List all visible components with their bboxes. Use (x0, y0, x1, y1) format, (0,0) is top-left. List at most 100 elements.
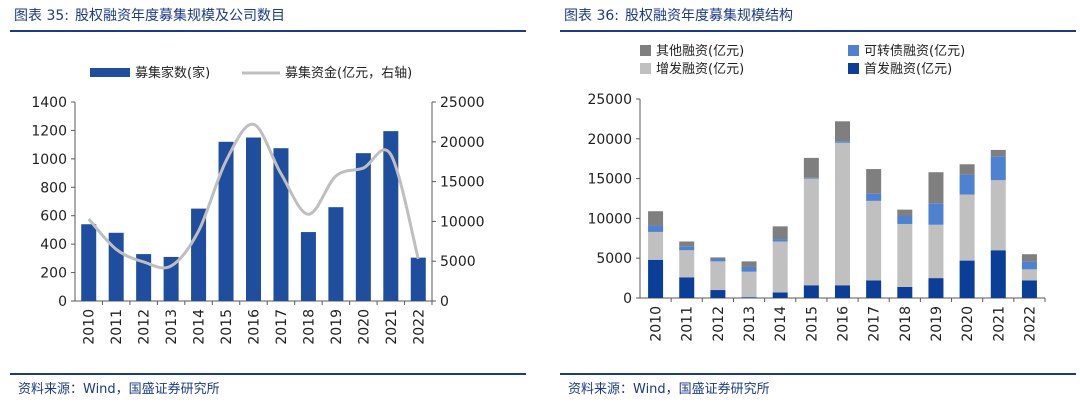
x-tick-label: 2022 (1022, 306, 1038, 342)
y-tick-label-right: 0 (440, 294, 449, 310)
bar-count (410, 257, 426, 301)
x-tick-label: 2017 (274, 309, 290, 345)
y-tick-label: 0 (623, 291, 632, 307)
y-tick-label-left: 400 (40, 237, 67, 253)
left-figure-label: 图表 35: (14, 8, 69, 24)
right-source-rule (560, 373, 1076, 375)
stacked-bar-segment (679, 241, 695, 247)
x-tick-label: 2014 (773, 306, 789, 342)
stacked-bar-segment (990, 180, 1006, 251)
legend-label-count: 募集家数(家) (135, 65, 210, 81)
right-source-note: 资料来源：Wind，国盛证券研究所 (568, 382, 770, 397)
bar-count (273, 148, 289, 301)
stacked-bar-segment (866, 280, 882, 298)
x-tick-label: 2012 (137, 309, 153, 345)
y-tick-label-left: 1200 (31, 123, 67, 139)
legend-swatch (640, 45, 651, 56)
stacked-bar-segment (710, 257, 726, 259)
x-tick-label: 2021 (384, 309, 400, 345)
y-tick-label-left: 1000 (31, 152, 67, 168)
legend-swatch-count (90, 68, 130, 77)
stacked-bar-segment (1021, 280, 1037, 298)
stacked-bar-segment (679, 277, 695, 298)
stacked-bar-segment (648, 259, 664, 298)
stacked-bar-segment (710, 290, 726, 298)
bar-count (191, 208, 207, 301)
y-tick-label: 25000 (587, 92, 632, 108)
x-tick-label: 2019 (329, 309, 345, 345)
x-tick-label: 2012 (711, 306, 727, 342)
stacked-bar-segment (772, 239, 788, 242)
stacked-bar-segment (741, 261, 757, 267)
stacked-bar-segment (959, 260, 975, 298)
left-title-rule (10, 30, 526, 32)
stacked-bar-segment (835, 121, 850, 142)
left-source-note: 资料来源：Wind，国盛证券研究所 (18, 382, 220, 397)
stacked-bar-segment (648, 225, 664, 232)
right-stacked-chart: 其他融资(亿元) 可转债融资(亿元) 增发融资(亿元) 首发融资(亿元) 0 5000 10… (587, 44, 1046, 342)
bar-count (246, 137, 261, 301)
x-tick-label: 2020 (960, 306, 976, 342)
stacked-bar-segment (928, 172, 944, 204)
stacked-bar-segment (1021, 269, 1037, 281)
bar-count (136, 254, 152, 301)
y-tick-label-right: 25000 (440, 95, 485, 111)
y-tick-label: 5000 (596, 251, 632, 267)
y-tick-label-right: 15000 (440, 175, 485, 191)
stacked-bar-segment (803, 157, 819, 178)
x-tick-label: 2016 (247, 309, 263, 345)
bar-count (108, 232, 124, 301)
stacked-bar-segment (772, 241, 788, 293)
stacked-bar-segment (1021, 261, 1037, 270)
stacked-bar-segment (959, 194, 975, 261)
right-title-rule (560, 30, 1076, 32)
stacked-bar-segment (741, 266, 757, 272)
y-tick-label: 10000 (587, 211, 632, 227)
right-figure-title: 图表 36: 股权融资年度募集规模结构 (564, 5, 799, 25)
stacked-bar-segment (679, 250, 695, 278)
y-tick-label: 20000 (587, 132, 632, 148)
stacked-bar-segment (866, 200, 882, 281)
stacked-bar-segment (897, 286, 913, 298)
x-tick-label: 2018 (301, 309, 317, 345)
stacked-bar-segment (928, 278, 944, 298)
legend-label-amount: 募集资金(亿元，右轴) (285, 65, 412, 81)
stacked-bar-segment (803, 178, 819, 286)
stacked-bar-segment (866, 169, 882, 194)
stacked-bar-segment (866, 193, 882, 201)
stacked-bar-segment (959, 174, 975, 195)
x-tick-label: 2014 (192, 309, 208, 345)
x-tick-label: 2011 (109, 309, 125, 345)
x-tick-label: 2015 (219, 309, 235, 345)
legend-swatch (640, 63, 651, 74)
stacked-bar-segment (648, 211, 664, 226)
y-tick-label-right: 5000 (440, 254, 476, 270)
left-chart-panel: 图表 35: 股权融资年度募集规模及公司数目 募集家数(家) 募集资金(亿元，右轴)… (0, 0, 530, 409)
y-tick-label-right: 10000 (440, 214, 485, 230)
y-tick-label-left: 0 (58, 294, 67, 310)
x-tick-label: 2019 (929, 306, 945, 342)
legend-label: 可转债融资(亿元) (864, 44, 965, 59)
stacked-bar-segment (1021, 254, 1037, 262)
bar-count (383, 131, 399, 301)
y-tick-label: 15000 (587, 172, 632, 188)
x-tick-label: 2016 (836, 306, 852, 342)
bar-count (81, 224, 97, 301)
left-figure-name: 股权融资年度募集规模及公司数目 (74, 8, 285, 24)
stacked-bar-segment (897, 209, 913, 217)
stacked-bar-segment (897, 223, 913, 287)
stacked-bar-segment (835, 142, 850, 286)
stacked-bar-segment (835, 285, 850, 298)
legend-label: 其他融资(亿元) (656, 44, 744, 59)
x-tick-label: 2015 (804, 306, 820, 342)
legend-swatch (848, 45, 859, 56)
stacked-bar-segment (835, 141, 850, 143)
y-tick-label-left: 800 (40, 180, 67, 196)
bar-count (218, 141, 234, 301)
y-tick-label-right: 20000 (440, 135, 485, 151)
x-tick-label: 2018 (898, 306, 914, 342)
left-source-rule (10, 373, 526, 375)
left-combo-chart: 募集家数(家) 募集资金(亿元，右轴) 0 200 400 600 800 1000 1200 1… (31, 65, 485, 345)
stacked-bar-segment (648, 231, 664, 260)
stacked-bar-segment (959, 164, 975, 175)
